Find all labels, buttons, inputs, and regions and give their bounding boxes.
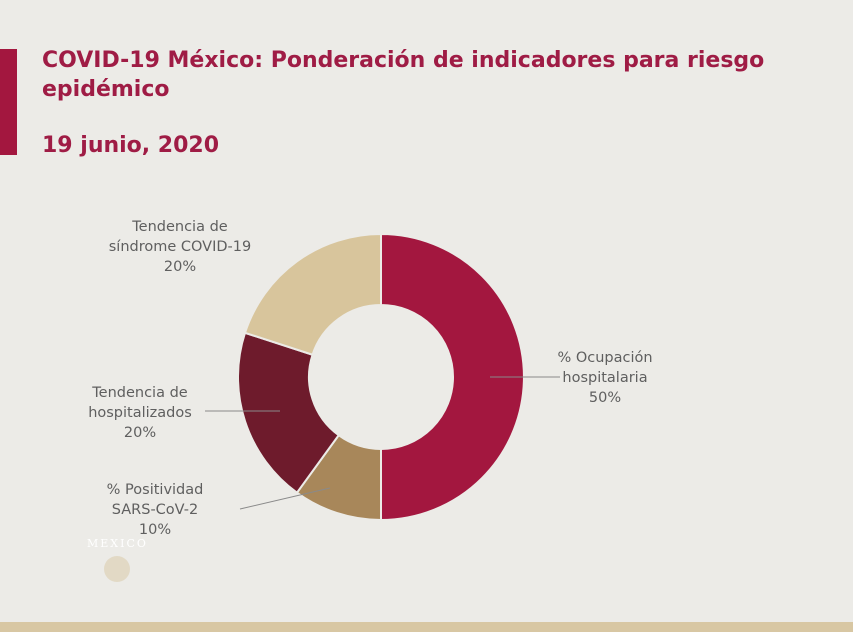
slice-label: 20% bbox=[164, 259, 196, 275]
slice-label: % Positividad bbox=[107, 482, 204, 498]
slice-label: síndrome COVID-19 bbox=[109, 239, 251, 255]
slice-label: hospitalaria bbox=[562, 370, 647, 386]
page-title: COVID-19 México: Ponderación de indicado… bbox=[42, 48, 765, 102]
slice-label: % Ocupación bbox=[557, 350, 652, 366]
slice-label: 20% bbox=[124, 425, 156, 441]
donut-slice bbox=[380, 232, 525, 522]
seal-icon bbox=[104, 556, 130, 582]
government-logo: MEXICO bbox=[87, 537, 148, 550]
slice-label: 10% bbox=[139, 522, 171, 538]
slice-label: Tendencia de bbox=[131, 219, 228, 235]
slice-label: 50% bbox=[589, 390, 621, 406]
slice-label: SARS-CoV-2 bbox=[112, 502, 198, 518]
slice-label: Tendencia de bbox=[91, 385, 188, 401]
page-date: 19 junio, 2020 bbox=[42, 133, 220, 158]
slice-label: hospitalizados bbox=[88, 405, 192, 421]
donut-slice bbox=[243, 232, 382, 357]
accent-bar bbox=[0, 49, 17, 155]
leader-line bbox=[239, 487, 331, 510]
bottom-band bbox=[0, 622, 853, 632]
donut-slice bbox=[237, 331, 341, 495]
